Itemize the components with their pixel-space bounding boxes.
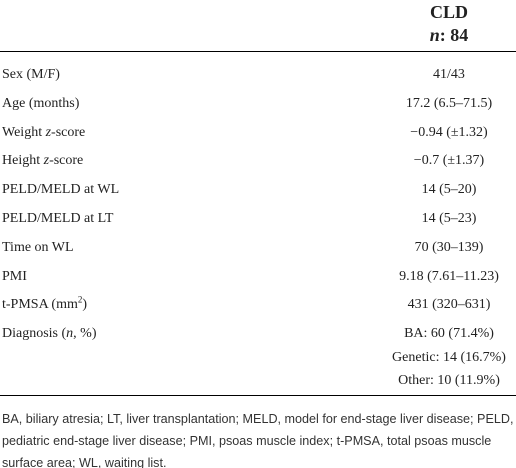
value-text: −0.94 (±1.32) [410,124,488,140]
table-row: PELD/MELD at WL 14 (5–20) [0,176,516,205]
row-label: Age (months) [2,90,79,119]
row-label: Weight z-score [2,119,85,148]
label-part: t-PMSA (mm [2,297,78,313]
label-part: n [66,326,74,342]
value-text: −0.7 (±1.37) [413,153,485,169]
row-label: t-PMSA (mm2) [2,291,87,320]
table-row: Time on WL 70 (30–139) [0,234,516,263]
column-title: CLD [429,2,468,22]
row-value: 14 (5–20) [382,176,516,205]
sample-size: : 84 [439,25,469,45]
bottom-rule [0,395,516,396]
table-row: Diagnosis (n, %) BA: 60 (71.4%) Genetic: 1… [0,320,516,393]
column-subtitle: n: 84 [382,25,516,46]
label-part: -score [49,153,84,169]
row-value: 17.2 (6.5–71.5) [382,90,516,119]
label-part: -score [51,124,86,140]
value-text: Other: 10 (11.9%) [398,373,500,389]
label-part: PELD/MELD at LT [2,210,114,226]
label-part: Height [2,153,44,169]
label-part: Weight [2,124,46,140]
table-header: CLD n: 84 [0,0,516,52]
footnote: BA, biliary atresia; LT, liver transplan… [2,412,514,468]
label-part: , %) [73,326,97,342]
row-value: 41/43 [382,61,516,90]
label-part: Sex (M/F) [2,67,60,82]
row-value: 431 (320–631) [382,291,516,320]
label-part: Age (months) [2,95,80,111]
value-text: 70 (30–139) [414,239,484,255]
label-part: ) [82,297,88,313]
value-text: 431 (320–631) [407,297,491,313]
table-row: Height z-score −0.7 (±1.37) [0,147,516,176]
label-part: Diagnosis ( [2,326,67,342]
label-part: Time on WL [2,239,74,255]
value-text: 9.18 (7.61–11.23) [399,268,499,284]
label-part: z [45,124,52,140]
row-label: Diagnosis (n, %) [2,322,97,346]
row-label: Sex (M/F) [2,61,60,90]
row-value: 14 (5–23) [382,205,516,234]
value-text: BA: 60 (71.4%) [404,326,494,342]
row-value: −0.7 (±1.37) [382,147,516,176]
table-row: PMI 9.18 (7.61–11.23) [0,263,516,292]
row-label: Height z-score [2,147,83,176]
value-text: 14 (5–20) [421,182,477,198]
table-row: Age (months) 17.2 (6.5–71.5) [0,90,516,119]
label-part: z [43,153,50,169]
italic-n: n [429,25,440,45]
value-text: Genetic: 14 (16.7%) [392,349,506,365]
value-text: 17.2 (6.5–71.5) [405,95,493,111]
label-part: PMI [2,268,27,284]
row-label: PELD/MELD at LT [2,205,113,234]
row-label: PMI [2,263,27,292]
table-body: Sex (M/F) 41/43 Age (months) 17.2 (6.5–71.5… [0,61,516,393]
row-value: −0.94 (±1.32) [382,119,516,148]
row-value: BA: 60 (71.4%) Genetic: 14 (16.7%) Other: … [382,322,516,393]
table-row: Sex (M/F) 41/43 [0,61,516,90]
table-row: t-PMSA (mm2) 431 (320–631) [0,291,516,320]
table-row: PELD/MELD at LT 14 (5–23) [0,205,516,234]
row-value: 9.18 (7.61–11.23) [382,263,516,292]
row-label: PELD/MELD at WL [2,176,119,205]
table-row: Weight z-score −0.94 (±1.32) [0,119,516,148]
label-part: 2 [77,294,83,305]
value-text: 14 (5–23) [421,210,477,226]
label-part: PELD/MELD at WL [2,182,120,198]
value-text: 41/43 [433,67,465,82]
row-label: Time on WL [2,234,74,263]
row-value: 70 (30–139) [382,234,516,263]
